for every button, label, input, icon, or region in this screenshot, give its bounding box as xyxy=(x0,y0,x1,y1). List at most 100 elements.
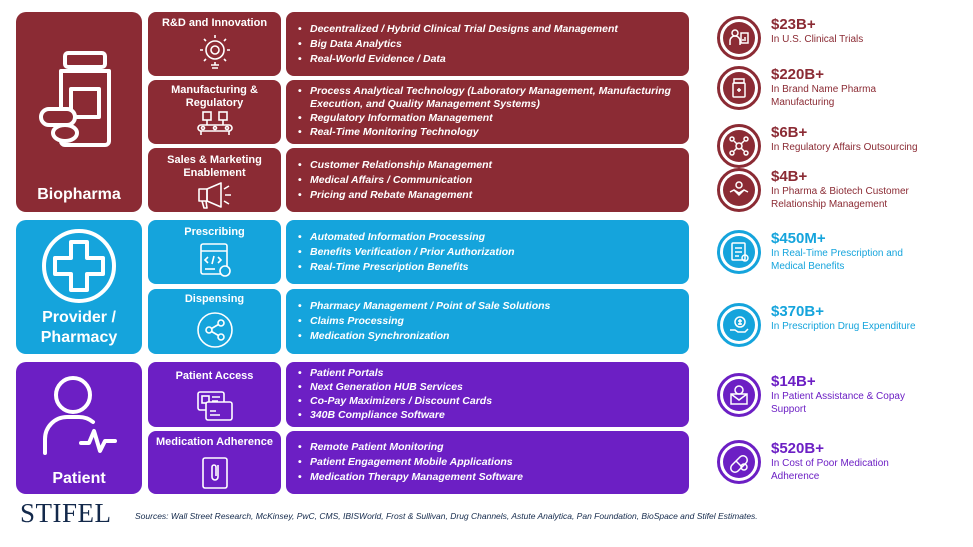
bullet-item: Claims Processing xyxy=(296,315,681,328)
stat-description: In Brand Name Pharma Manufacturing xyxy=(771,84,877,108)
person-heartbeat-icon xyxy=(16,362,142,469)
stat-value: $220B+ xyxy=(771,66,824,83)
stat-realtime-prescription: $450M+ In Real-Time Prescription and Medi… xyxy=(717,230,962,274)
clinical-trial-icon xyxy=(723,22,755,54)
bullet-item: Real-Time Monitoring Technology xyxy=(296,126,681,139)
bullet-list: Pharmacy Management / Point of Sale Solu… xyxy=(296,298,681,345)
stat-value: $520B+ xyxy=(771,440,824,457)
handshake-icon xyxy=(723,174,755,206)
assembly-line-icon xyxy=(148,110,281,136)
bullet-item: Automated Information Processing xyxy=(296,231,681,244)
subcategory-title: Medication Adherence xyxy=(156,436,273,448)
stat-drug-expenditure: $370B+ In Prescription Drug Expenditure xyxy=(717,303,962,347)
stat-value: $6B+ xyxy=(771,124,808,141)
stat-value: $23B+ xyxy=(771,16,816,33)
bullet-item: Real-Time Prescription Benefits xyxy=(296,261,681,274)
bullet-item: 340B Compliance Software xyxy=(296,409,681,422)
bullets-medication-adherence: Remote Patient Monitoring Patient Engage… xyxy=(286,431,689,494)
subcategory-title: Sales & Marketing Enablement xyxy=(167,154,262,179)
stat-description: In Prescription Drug Expenditure xyxy=(771,321,916,332)
bullet-item: Big Data Analytics xyxy=(296,38,681,51)
bullet-item: Decentralized / Hybrid Clinical Trial De… xyxy=(296,23,681,36)
bullet-list: Patient Portals Next Generation HUB Serv… xyxy=(296,367,681,422)
bullets-patient-access: Patient Portals Next Generation HUB Serv… xyxy=(286,362,689,427)
bullet-item: Remote Patient Monitoring xyxy=(296,441,681,454)
patient-segment: Patient xyxy=(16,362,142,494)
bullet-item: Real-World Evidence / Data xyxy=(296,53,681,66)
bullets-rd-innovation: Decentralized / Hybrid Clinical Trial De… xyxy=(286,12,689,76)
subcategory-title: Prescribing xyxy=(184,226,245,238)
id-cards-icon xyxy=(148,390,281,422)
capsule-icon xyxy=(723,446,755,478)
bullets-dispensing: Pharmacy Management / Point of Sale Solu… xyxy=(286,289,689,354)
bullet-list: Decentralized / Hybrid Clinical Trial De… xyxy=(296,21,681,68)
bullets-prescribing: Automated Information Processing Benefit… xyxy=(286,220,689,284)
segment-label-biopharma: Biopharma xyxy=(37,186,121,203)
stat-patient-assistance: $14B+ In Patient Assistance & Copay Suppo… xyxy=(717,373,962,417)
stat-clinical-trials: $23B+ In U.S. Clinical Trials xyxy=(717,16,962,60)
share-network-icon xyxy=(148,311,281,349)
bullet-item: Next Generation HUB Services xyxy=(296,381,681,394)
subcategory-title: Dispensing xyxy=(184,293,245,305)
paperclip-icon xyxy=(148,456,281,490)
bullet-item: Patient Portals xyxy=(296,367,681,380)
subcategory-title: Manufacturing & Regulatory xyxy=(171,84,258,109)
money-hand-icon xyxy=(723,309,755,341)
subcategory-sales-marketing: Sales & Marketing Enablement xyxy=(148,148,281,212)
medicine-bottle-icon xyxy=(16,12,142,185)
subcategory-manufacturing-regulatory: Manufacturing & Regulatory xyxy=(148,80,281,144)
stat-customer-relationship: $4B+ In Pharma & Biotech Customer Relatio… xyxy=(717,168,962,212)
medical-cross-icon xyxy=(16,220,142,308)
stat-description: In Regulatory Affairs Outsourcing xyxy=(771,142,918,153)
stat-description: In Cost of Poor Medication Adherence xyxy=(771,458,889,482)
sources-footnote: Sources: Wall Street Research, McKinsey,… xyxy=(135,511,758,521)
bullet-list: Customer Relationship Management Medical… xyxy=(296,157,681,204)
bullet-list: Process Analytical Technology (Laborator… xyxy=(296,85,681,140)
stat-regulatory-outsourcing: $6B+ In Regulatory Affairs Outsourcing xyxy=(717,124,962,168)
stat-value: $450M+ xyxy=(771,230,826,247)
stat-description: In U.S. Clinical Trials xyxy=(771,34,864,45)
bullet-item: Process Analytical Technology (Laborator… xyxy=(296,85,681,111)
prescription-code-icon xyxy=(148,242,281,278)
bullet-list: Automated Information Processing Benefit… xyxy=(296,229,681,276)
bullet-item: Pharmacy Management / Point of Sale Solu… xyxy=(296,300,681,313)
bullet-item: Patient Engagement Mobile Applications xyxy=(296,456,681,469)
prescription-pad-icon xyxy=(723,236,755,268)
subcategory-title: R&D and Innovation xyxy=(161,17,268,29)
pill-bottle-icon xyxy=(723,72,755,104)
stat-brand-pharma: $220B+ In Brand Name Pharma Manufacturing xyxy=(717,66,962,110)
bullet-item: Pricing and Rebate Management xyxy=(296,189,681,202)
subcategory-title: Patient Access xyxy=(175,370,254,382)
bullet-list: Remote Patient Monitoring Patient Engage… xyxy=(296,439,681,486)
stat-value: $14B+ xyxy=(771,373,816,390)
segment-label-patient: Patient xyxy=(52,470,106,487)
stat-description: In Real-Time Prescription and Medical Be… xyxy=(771,248,903,272)
bullet-item: Medication Therapy Management Software xyxy=(296,471,681,484)
subcategory-prescribing: Prescribing xyxy=(148,220,281,284)
provider-pharmacy-segment: Provider / Pharmacy xyxy=(16,220,142,354)
subcategory-rd-innovation: R&D and Innovation xyxy=(148,12,281,76)
lightbulb-gear-icon xyxy=(148,32,281,70)
bullet-item: Regulatory Information Management xyxy=(296,112,681,125)
stat-description: In Pharma & Biotech Customer Relationshi… xyxy=(771,186,909,210)
bullet-item: Medication Synchronization xyxy=(296,330,681,343)
bullets-manufacturing-regulatory: Process Analytical Technology (Laborator… xyxy=(286,80,689,144)
subcategory-medication-adherence: Medication Adherence xyxy=(148,431,281,494)
bullet-item: Medical Affairs / Communication xyxy=(296,174,681,187)
subcategory-patient-access: Patient Access xyxy=(148,362,281,427)
stifel-logo: STIFEL xyxy=(20,498,112,528)
stat-poor-adherence: $520B+ In Cost of Poor Medication Adheren… xyxy=(717,440,962,484)
stat-description: In Patient Assistance & Copay Support xyxy=(771,391,905,415)
network-icon xyxy=(723,130,755,162)
stat-value: $4B+ xyxy=(771,168,808,185)
subcategory-dispensing: Dispensing xyxy=(148,289,281,354)
segment-label-provider: Provider / Pharmacy xyxy=(40,309,118,346)
stat-value: $370B+ xyxy=(771,303,824,320)
bullet-item: Customer Relationship Management xyxy=(296,159,681,172)
assistance-envelope-icon xyxy=(723,379,755,411)
bullet-item: Co-Pay Maximizers / Discount Cards xyxy=(296,395,681,408)
megaphone-icon xyxy=(148,181,281,209)
bullets-sales-marketing: Customer Relationship Management Medical… xyxy=(286,148,689,212)
biopharma-segment: Biopharma xyxy=(16,12,142,212)
bullet-item: Benefits Verification / Prior Authorizat… xyxy=(296,246,681,259)
